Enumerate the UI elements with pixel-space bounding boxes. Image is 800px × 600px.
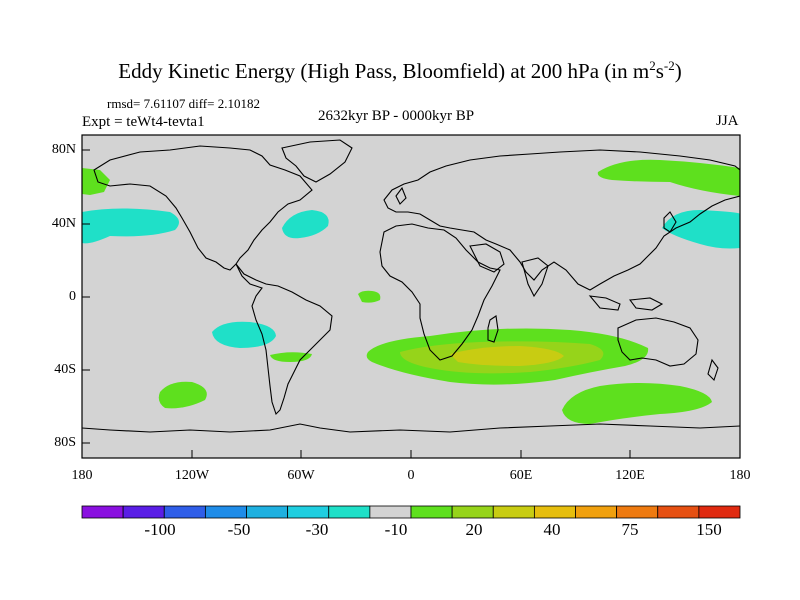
colorbar-box: [122, 505, 165, 519]
anomaly-north-asia-green: [597, 159, 740, 196]
colorbar-box: [163, 505, 206, 519]
colorbar-box: [246, 505, 289, 519]
colorbar-box: [81, 505, 124, 519]
colorbar-box: [492, 505, 535, 519]
x-tick-label: 0: [407, 468, 415, 483]
anomaly-south-america-green: [270, 352, 312, 362]
colorbar-label: -100: [144, 520, 176, 539]
colorbar-box: [616, 505, 659, 519]
y-tick-label: 80S: [54, 435, 76, 450]
colorbar-label: -30: [305, 520, 329, 539]
coastlines: [82, 139, 740, 433]
x-tick-label: 180: [729, 468, 751, 483]
period-label: 2632kyr BP - 0000kyr BP: [318, 108, 475, 124]
colorbar-box: [533, 505, 576, 519]
x-tick-label: 120E: [615, 468, 645, 483]
colorbar-box: [698, 505, 741, 519]
map-title: Eddy Kinetic Energy (High Pass, Bloomfie…: [118, 58, 682, 83]
stats-text: rmsd= 7.61107 diff= 2.10182: [107, 96, 260, 111]
colorbar-box: [575, 505, 618, 519]
y-tick-label: 80N: [51, 142, 76, 157]
colorbar-label: 75: [621, 520, 639, 539]
colorbar-label: 150: [696, 520, 722, 539]
anomaly-southern-ocean-green: [562, 383, 712, 424]
colorbar-box: [287, 505, 330, 519]
anomaly-north-pacific-east-cyan: [662, 210, 740, 249]
x-tick-label: 60E: [509, 468, 533, 483]
x-tick-label: 120W: [174, 468, 210, 483]
anomaly-equatorial-atlantic-green: [358, 290, 381, 303]
x-tick-label: 60W: [287, 468, 315, 483]
colorbar-label: 40: [543, 520, 561, 539]
colorbar-label: 20: [465, 520, 483, 539]
colorbar-label: -50: [227, 520, 251, 539]
colorbar-box: [204, 505, 247, 519]
anomaly-south-pacific-green: [158, 381, 207, 409]
anomaly-north-atlantic-cyan: [282, 210, 329, 239]
anomaly-nw-pacific-green: [82, 168, 110, 195]
season-label: JJA: [716, 113, 739, 129]
colorbar-box: [369, 505, 412, 519]
y-tick-label: 0: [69, 289, 76, 304]
experiment-label: Expt = teWt4-tevta1: [82, 114, 205, 130]
colorbar-box: [451, 505, 494, 519]
x-tick-label: 180: [71, 468, 93, 483]
colorbar: [81, 505, 741, 519]
colorbar-box: [410, 505, 453, 519]
y-tick-label: 40N: [51, 216, 76, 231]
anomaly-southern-indian-yellow: [450, 346, 564, 366]
colorbar-label: -10: [384, 520, 408, 539]
axis-ticks: [81, 149, 741, 458]
colorbar-box: [657, 505, 700, 519]
anomaly-north-pacific-cyan: [82, 208, 179, 244]
y-tick-label: 40S: [54, 362, 76, 377]
colorbar-box: [328, 505, 371, 519]
